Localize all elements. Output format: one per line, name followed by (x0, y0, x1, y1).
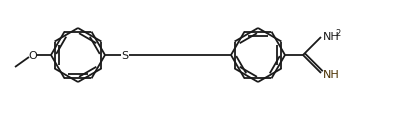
Text: S: S (121, 51, 128, 60)
Text: NH: NH (322, 69, 339, 79)
Text: O: O (29, 51, 37, 60)
Text: NH: NH (322, 32, 339, 42)
Text: 2: 2 (334, 29, 339, 38)
